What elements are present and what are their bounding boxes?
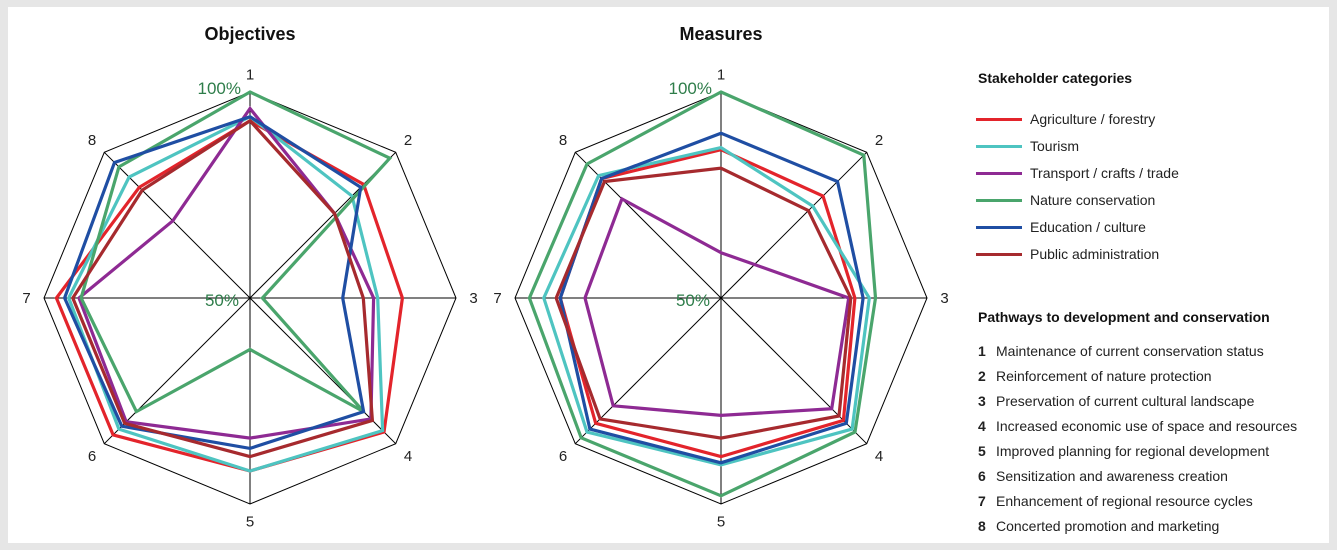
pathway-item: 6 Sensitization and awareness creation xyxy=(978,465,1228,487)
pathway-item: 8 Concerted promotion and marketing xyxy=(978,515,1219,537)
pathway-number: 3 xyxy=(978,393,986,409)
legend-swatch xyxy=(976,225,1022,229)
axis-label: 6 xyxy=(88,448,96,465)
axis-label: 6 xyxy=(559,448,567,465)
pathway-item: 5 Improved planning for regional develop… xyxy=(978,440,1269,462)
pathway-label: Concerted promotion and marketing xyxy=(996,518,1220,534)
axis-label: 4 xyxy=(404,448,412,465)
radar-charts: 1 2 3 4 5 6 7 8 Objectives 100% 50% 1 2 3 4 5 6 7 8 Measure… xyxy=(22,24,948,531)
legend-label: Tourism xyxy=(1030,138,1080,154)
axis-label: 2 xyxy=(875,132,883,149)
figure-panel: 1 2 3 4 5 6 7 8 Objectives 100% 50% 1 2 3 4 5 6 7 8 Measure… xyxy=(8,7,1329,543)
scale-label-max: 100% xyxy=(198,79,241,98)
legend-item-agriculture: Agriculture / forestry xyxy=(970,108,1155,130)
pathway-label: Improved planning for regional developme… xyxy=(996,443,1270,459)
axis-label: 5 xyxy=(717,514,725,531)
chart-title: Objectives xyxy=(204,24,295,44)
axis-label: 2 xyxy=(404,132,412,149)
radar-spoke xyxy=(720,151,868,299)
scale-label-max: 100% xyxy=(669,79,712,98)
axis-label: 7 xyxy=(22,290,30,307)
legend-swatch xyxy=(976,117,1022,121)
axis-label: 3 xyxy=(469,290,477,307)
radar-spoke xyxy=(103,151,251,299)
pathway-label: Sensitization and awareness creation xyxy=(996,468,1228,484)
legend-swatch xyxy=(976,198,1022,202)
legend-label: Transport / crafts / trade xyxy=(1030,165,1179,181)
axis-label: 4 xyxy=(875,448,883,465)
pathway-item: 1 Maintenance of current conservation st… xyxy=(978,340,1264,362)
axis-label: 8 xyxy=(559,132,567,149)
pathway-number: 2 xyxy=(978,368,986,384)
pathway-label: Increased economic use of space and reso… xyxy=(996,418,1298,434)
legend-swatch xyxy=(976,144,1022,148)
radar-spoke xyxy=(574,151,722,299)
axis-label: 5 xyxy=(246,514,254,531)
legend-item-public: Public administration xyxy=(970,243,1159,265)
legend-label: Agriculture / forestry xyxy=(1030,111,1156,127)
series-line xyxy=(77,105,376,440)
radar-spoke xyxy=(103,297,251,445)
radar-spoke xyxy=(574,297,722,445)
legend-item-education: Education / culture xyxy=(970,216,1146,238)
pathway-item: 4 Increased economic use of space and re… xyxy=(978,415,1297,437)
pathway-item: 7 Enhancement of regional resource cycle… xyxy=(978,490,1253,512)
series-line xyxy=(554,166,853,440)
pathway-number: 7 xyxy=(978,493,986,509)
pathway-number: 8 xyxy=(978,518,986,534)
legend-item-nature: Nature conservation xyxy=(970,189,1155,211)
pathway-label: Enhancement of regional resource cycles xyxy=(996,493,1253,509)
pathway-number: 4 xyxy=(978,418,986,434)
pathway-label: Reinforcement of nature protection xyxy=(996,368,1212,384)
axis-label: 7 xyxy=(493,290,501,307)
pathway-number: 6 xyxy=(978,468,986,484)
pathway-number: 5 xyxy=(978,443,986,459)
radar-chart-1: 1 2 3 4 5 6 7 8 Measures 100% 50% xyxy=(493,24,948,531)
series-line xyxy=(62,114,366,451)
pathways-legend-title: Pathways to development and conservation xyxy=(978,309,1270,325)
series-line xyxy=(542,145,871,467)
legend-label: Public administration xyxy=(1030,246,1160,262)
series-line xyxy=(583,196,851,418)
pathway-number: 1 xyxy=(978,343,986,359)
pathway-label: Preservation of current cultural landsca… xyxy=(996,393,1255,409)
axis-label: 1 xyxy=(246,67,254,84)
axis-label: 3 xyxy=(940,290,948,307)
legend-label: Education / culture xyxy=(1030,219,1146,235)
scale-label-mid: 50% xyxy=(676,291,710,310)
series-line xyxy=(66,114,385,473)
legend-item-tourism: Tourism xyxy=(970,135,1079,157)
legend-label: Nature conservation xyxy=(1030,192,1156,208)
chart-title: Measures xyxy=(679,24,762,44)
legend-item-transport: Transport / crafts / trade xyxy=(970,162,1179,184)
pathway-item: 3 Preservation of current cultural lands… xyxy=(978,390,1254,412)
legend-swatch xyxy=(976,252,1022,256)
pathway-item: 2 Reinforcement of nature protection xyxy=(978,365,1212,387)
radar-chart-0: 1 2 3 4 5 6 7 8 Objectives 100% 50% xyxy=(22,24,477,531)
legend-swatch xyxy=(976,171,1022,175)
scale-label-mid: 50% xyxy=(205,291,239,310)
stakeholder-legend-title: Stakeholder categories xyxy=(978,70,1133,86)
axis-label: 1 xyxy=(717,67,725,84)
pathway-label: Maintenance of current conservation stat… xyxy=(996,343,1264,359)
series-line xyxy=(79,90,393,414)
axis-label: 8 xyxy=(88,132,96,149)
series-line xyxy=(527,90,878,498)
series-line xyxy=(71,118,375,459)
